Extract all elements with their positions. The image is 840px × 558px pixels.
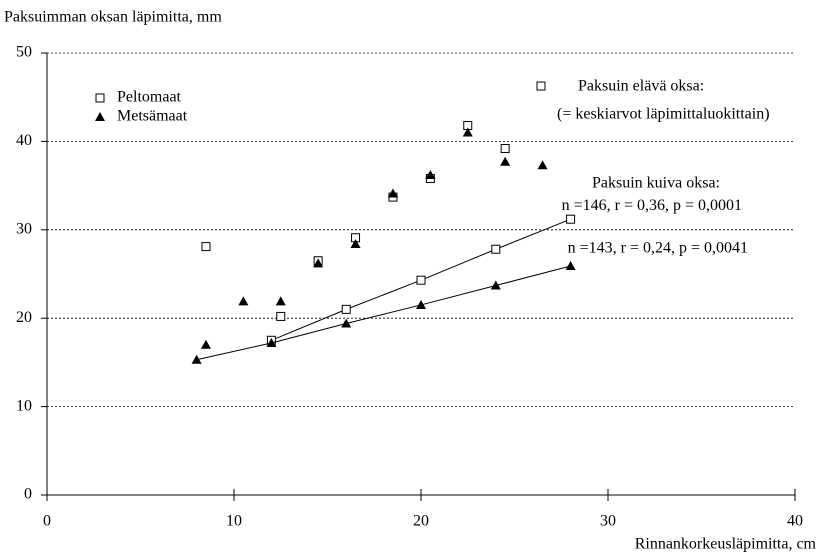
x-tick-label: 20	[413, 513, 429, 530]
point	[462, 127, 473, 137]
y-tick-label: 10	[16, 397, 32, 414]
y-tick-label: 0	[24, 486, 32, 503]
point	[350, 238, 361, 248]
point	[387, 188, 398, 198]
point	[566, 214, 576, 224]
x-tick-label: 10	[226, 513, 242, 530]
point	[425, 169, 436, 179]
annotation: Paksuin elävä oksa:	[578, 78, 704, 95]
point	[500, 143, 510, 153]
x-axis-label: Rinnankorkeusläpimitta, cm	[635, 536, 817, 553]
point	[537, 160, 548, 170]
line-label: n =146, r = 0,36, p = 0,0001	[562, 197, 742, 214]
legend-marker	[95, 112, 105, 121]
legend-label: Metsämaat	[117, 108, 188, 125]
line-label: n =143, r = 0,24, p = 0,0041	[568, 240, 748, 257]
point	[500, 156, 511, 166]
y-tick-label: 50	[16, 44, 32, 61]
point	[201, 242, 211, 252]
x-tick-label: 40	[787, 513, 803, 530]
point	[313, 258, 324, 268]
legend-marker	[95, 93, 105, 103]
chart-title: Paksuimman oksan läpimitta, mm	[4, 9, 222, 26]
point	[416, 299, 426, 309]
x-tick-label: 30	[600, 513, 616, 530]
annotation: Paksuin kuiva oksa:	[592, 175, 720, 192]
x-tick-label: 0	[43, 513, 51, 530]
y-tick-label: 20	[16, 309, 32, 326]
legend-label: Peltomaat	[117, 89, 182, 106]
point	[341, 318, 352, 328]
fit-line	[196, 265, 571, 361]
point	[191, 354, 202, 364]
point	[200, 339, 211, 349]
annotation: (= keskiarvot läpimittaluokittain)	[557, 106, 770, 123]
point	[275, 296, 286, 306]
point	[416, 275, 426, 285]
point	[565, 261, 576, 271]
point	[266, 337, 277, 347]
point	[490, 280, 501, 290]
point	[491, 244, 501, 254]
annotation-icon	[536, 81, 546, 91]
y-tick-label: 40	[16, 132, 32, 149]
y-tick-label: 30	[16, 220, 32, 237]
point	[238, 296, 249, 306]
point	[341, 304, 351, 314]
point	[276, 311, 286, 321]
